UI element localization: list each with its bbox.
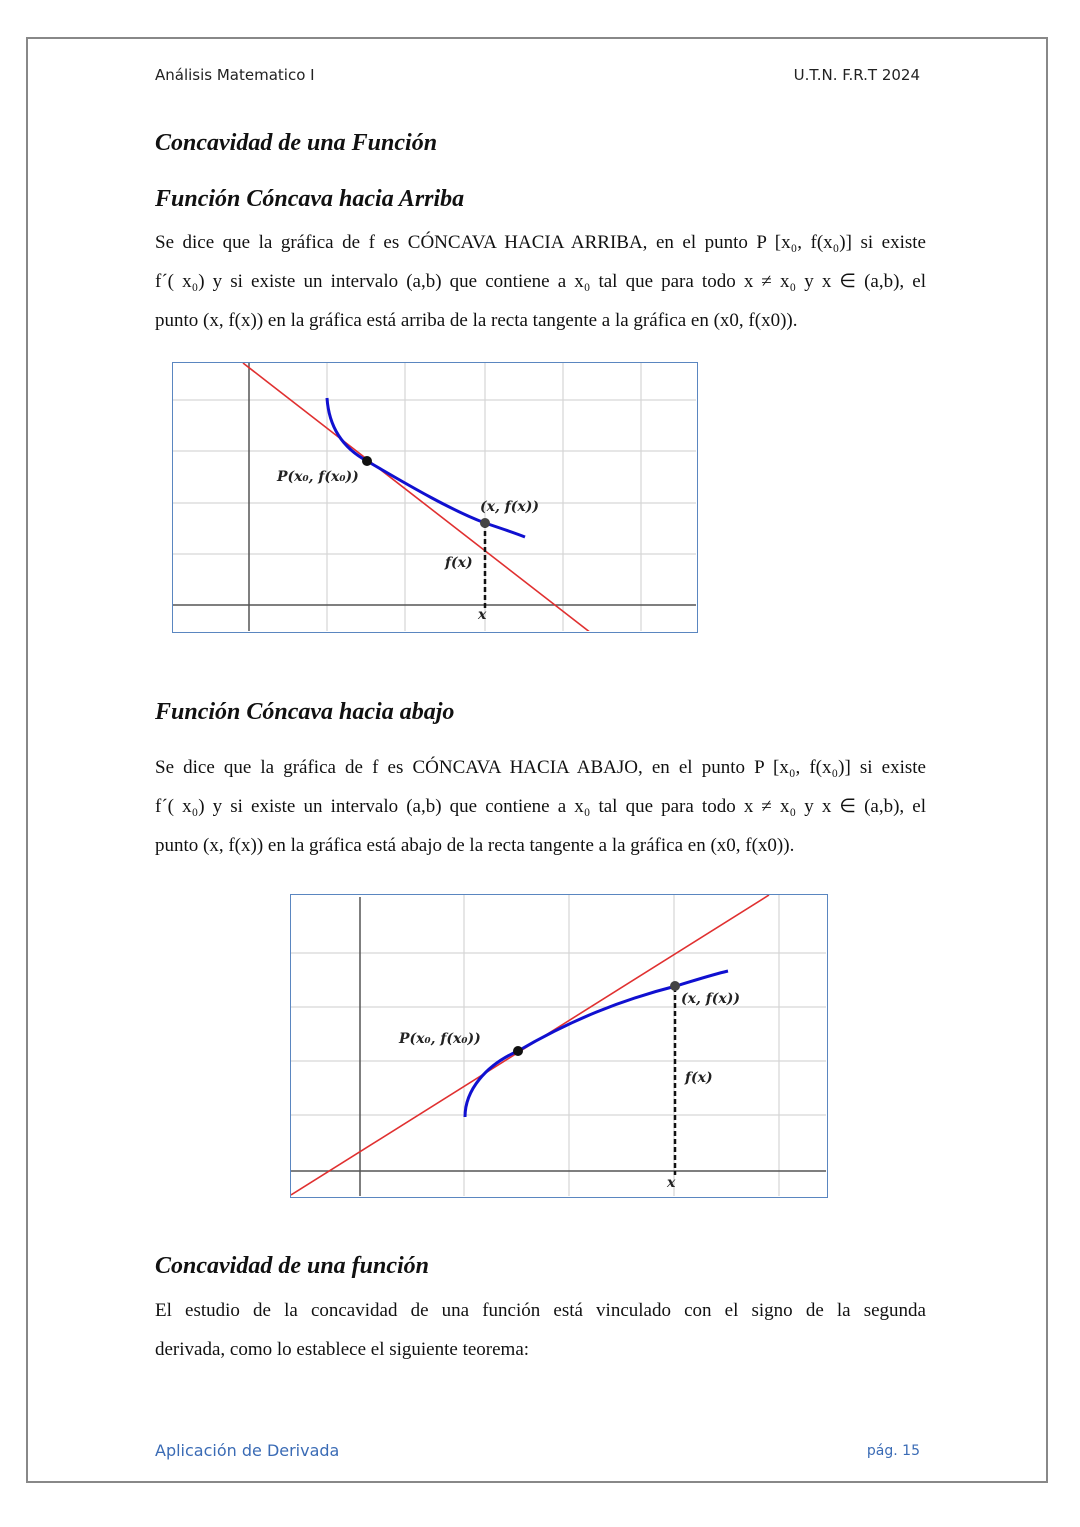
point-label: (x, f(x)) bbox=[480, 499, 539, 515]
fx-label: f(x) bbox=[444, 555, 473, 571]
point-p bbox=[513, 1046, 523, 1056]
concave-up-graph: P(x₀, f(x₀)) (x, f(x)) f(x) x bbox=[173, 362, 696, 634]
figure-concave-up: P(x₀, f(x₀)) (x, f(x)) f(x) x bbox=[172, 362, 698, 634]
function-curve bbox=[463, 969, 729, 1118]
text-line: punto (x, f(x)) en la gráfica está abajo… bbox=[155, 835, 795, 856]
paragraph-concavity: El estudio de la concavidad de una funci… bbox=[155, 1291, 926, 1369]
header-right: U.T.N. F.R.T 2024 bbox=[793, 66, 920, 84]
x-label: x bbox=[666, 1175, 676, 1191]
page-number: pág. 15 bbox=[866, 1443, 920, 1459]
fx-label: f(x) bbox=[684, 1070, 713, 1086]
page-border bbox=[26, 37, 1048, 1483]
text-line: El estudio de la concavidad de una funci… bbox=[155, 1300, 926, 1321]
point-label: (x, f(x)) bbox=[681, 991, 740, 1007]
header-left: Análisis Matematico I bbox=[155, 66, 315, 84]
paragraph-concave-up: Se dice que la gráfica de f es CÓNCAVA H… bbox=[155, 223, 926, 340]
figure-concave-down: P(x₀, f(x₀)) (x, f(x)) f(x) x bbox=[290, 894, 828, 1198]
grid bbox=[291, 895, 826, 1196]
text-line: punto (x, f(x)) en la gráfica está arrib… bbox=[155, 310, 798, 331]
footer-left: Aplicación de Derivada bbox=[155, 1441, 340, 1460]
section-heading-concave-down: Función Cóncava hacia abajo bbox=[155, 699, 455, 725]
p-label: P(x₀, f(x₀)) bbox=[398, 1031, 481, 1047]
paragraph-concave-down: Se dice que la gráfica de f es CÓNCAVA H… bbox=[155, 748, 926, 865]
point-x bbox=[480, 518, 490, 528]
grid bbox=[173, 363, 696, 631]
text-line: f´( x₀) y si existe un intervalo (a,b) q… bbox=[155, 271, 926, 292]
function-curve bbox=[325, 397, 526, 539]
concave-down-graph: P(x₀, f(x₀)) (x, f(x)) f(x) x bbox=[290, 894, 826, 1196]
tangent-line bbox=[242, 362, 592, 634]
text-line: f´( x₀) y si existe un intervalo (a,b) q… bbox=[155, 796, 926, 817]
point-x bbox=[670, 981, 680, 991]
section-heading-concavity: Concavidad de una función bbox=[155, 1253, 430, 1279]
x-label: x bbox=[477, 607, 487, 623]
section-heading-concave-up: Función Cóncava hacia Arriba bbox=[155, 186, 465, 212]
text-line: Se dice que la gráfica de f es CÓNCAVA H… bbox=[155, 757, 926, 778]
text-line: derivada, como lo establece el siguiente… bbox=[155, 1339, 530, 1360]
point-p bbox=[362, 456, 372, 466]
p-label: P(x₀, f(x₀)) bbox=[276, 469, 359, 485]
page-title: Concavidad de una Función bbox=[155, 130, 438, 156]
text-line: Se dice que la gráfica de f es CÓNCAVA H… bbox=[155, 232, 926, 253]
